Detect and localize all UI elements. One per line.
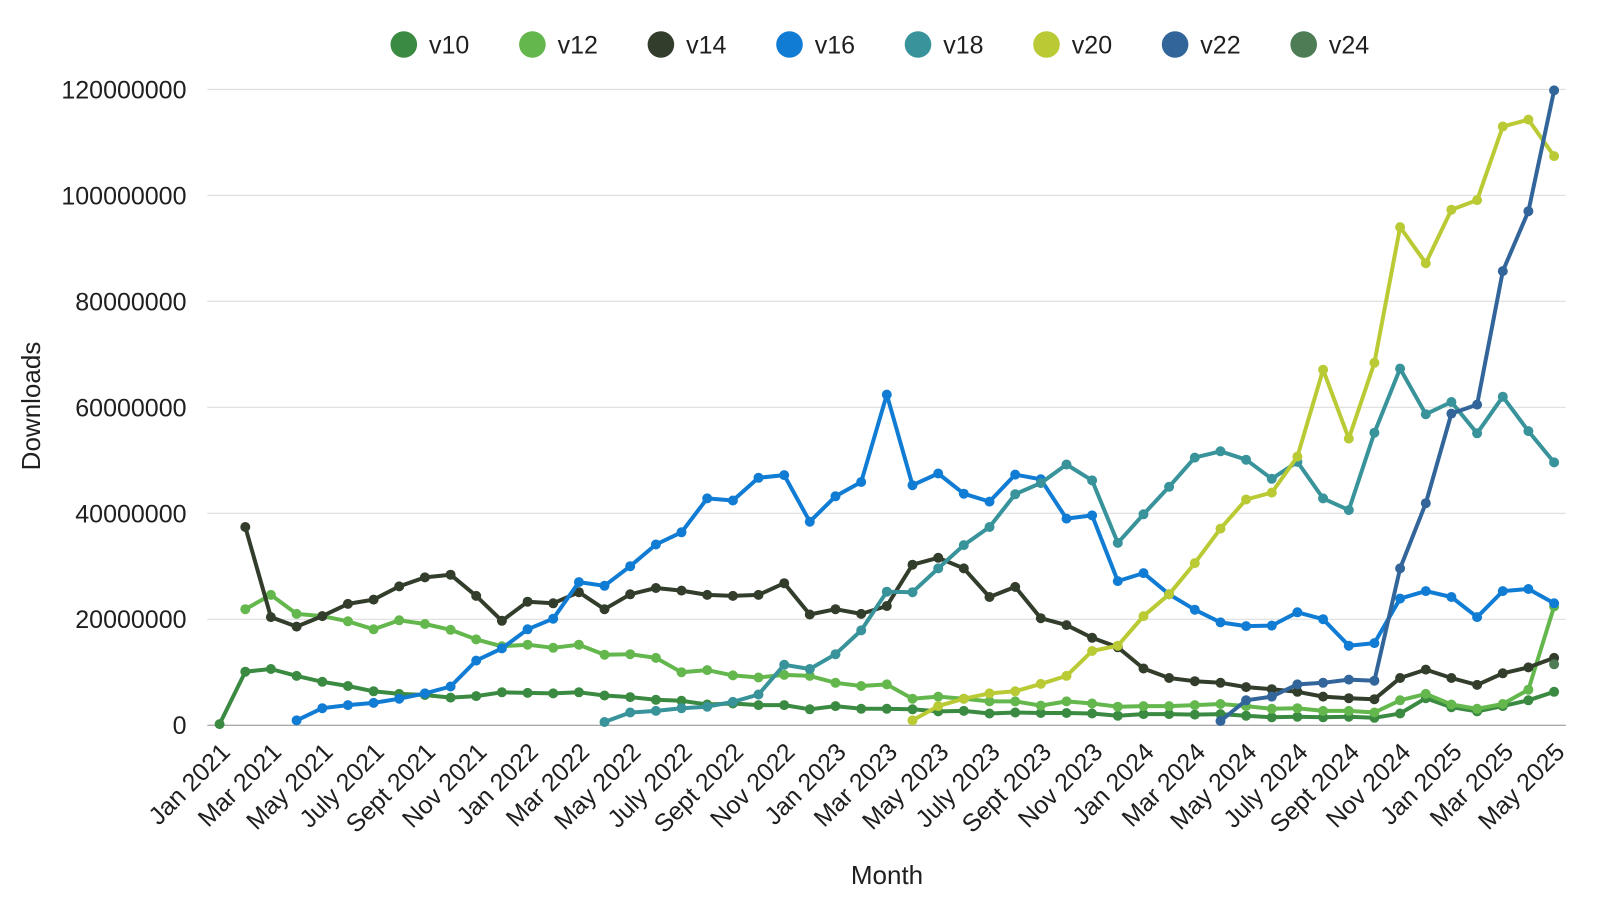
svg-text:v16: v16 [815, 32, 855, 60]
svg-text:v24: v24 [1329, 32, 1369, 60]
svg-text:v18: v18 [943, 32, 983, 60]
svg-text:v12: v12 [558, 32, 598, 60]
svg-text:100000000: 100000000 [61, 182, 186, 210]
svg-text:0: 0 [173, 712, 187, 740]
svg-text:60000000: 60000000 [75, 394, 186, 422]
svg-text:v10: v10 [429, 32, 469, 60]
svg-text:120000000: 120000000 [61, 76, 186, 104]
svg-text:v14: v14 [686, 32, 726, 60]
svg-text:Downloads: Downloads [16, 342, 46, 471]
svg-text:40000000: 40000000 [75, 500, 186, 528]
svg-text:80000000: 80000000 [75, 288, 186, 316]
svg-text:v22: v22 [1200, 32, 1240, 60]
svg-text:Month: Month [851, 860, 923, 890]
svg-text:20000000: 20000000 [75, 606, 186, 634]
svg-text:v20: v20 [1072, 32, 1112, 60]
